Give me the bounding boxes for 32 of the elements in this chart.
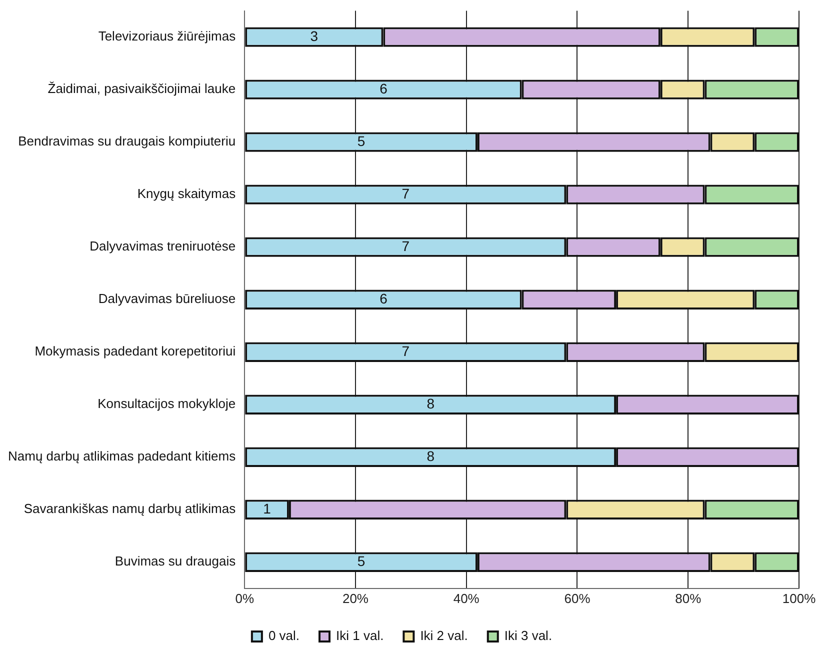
x-tick-label: 0% [235,590,254,606]
y-tick-label: Bendravimas su draugais kompiuteriu [18,134,236,149]
y-tick-label: Dalyvavimas būreliuose [98,291,236,306]
annotation: 7 [402,185,410,202]
y-tick-label: Dalyvavimas treniruotėse [90,238,236,254]
annotation: 8 [426,448,435,464]
annotation: 6 [380,290,388,306]
annotation: 6 [380,80,388,96]
y-tick-label: Konsultacijos mokykloje [98,396,236,412]
y-tick-label: Buvimas su draugais [114,554,236,569]
annotation: 8 [426,395,435,412]
x-tick-label: 100% [782,590,816,606]
y-tick-label: Savarankiškas namų darbų atlikimas [24,501,236,516]
x-tick-label: 80% [675,590,702,606]
y-tick-label: Namų darbų atlikimas padedant kitiems [8,448,236,464]
x-tick-label: 40% [453,590,480,606]
y-tick-label: Knygų skaitymas [137,186,236,202]
annotation: 5 [357,132,366,149]
x-tick-label: 20% [342,590,369,606]
annotation: 7 [402,238,410,254]
legend-label: Iki 1 val. [336,628,384,644]
annotation: 1 [263,500,272,516]
x-tick-label: 60% [564,590,591,606]
legend-label: Iki 2 val. [420,628,468,644]
annotation: 3 [310,28,318,44]
y-tick-label: Žaidimai, pasivaikščiojimai lauke [48,81,236,96]
y-tick-label: Televizoriaus žiūrėjimas [98,28,236,44]
y-tick-label: Mokymasis padedant korepetitoriui [34,344,236,359]
annotation: 5 [357,553,366,570]
legend-label: 0 val. [268,628,300,644]
legend-label: Iki 3 val. [504,628,552,644]
annotation: 7 [402,342,410,359]
